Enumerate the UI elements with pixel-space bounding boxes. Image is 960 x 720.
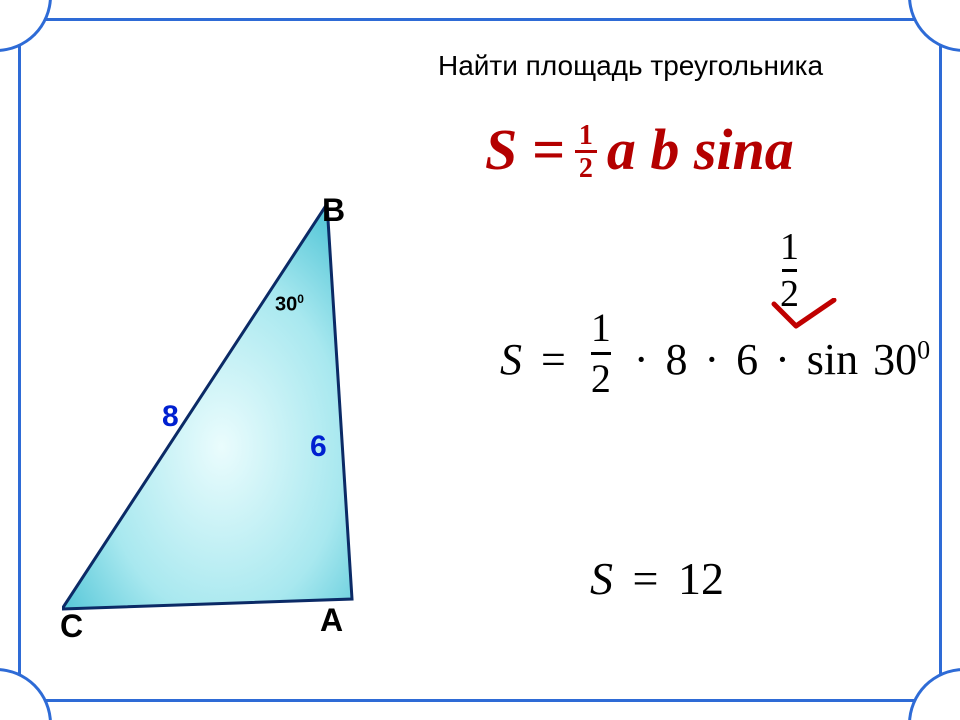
calc-frac-bar (591, 352, 611, 355)
calc-a: 8 (665, 335, 687, 384)
angle-B-value: 30 (275, 294, 297, 316)
result-S: S (590, 553, 613, 604)
result-line: S = 12 (590, 552, 724, 605)
formula-frac-den: 2 (575, 153, 597, 183)
result-val: 12 (678, 553, 724, 604)
calc-S: S (500, 335, 522, 384)
angle-B-label: 300 (275, 292, 304, 317)
frame-corner-tr (908, 0, 960, 52)
calc-angle: 30 (873, 335, 917, 384)
side-BC-label: 8 (162, 400, 179, 434)
vertex-B-label: B (322, 192, 345, 229)
calc-eq: = (533, 335, 574, 384)
result-eq: = (625, 553, 667, 604)
sin30-num: 1 (780, 228, 799, 266)
calc-b: 6 (736, 335, 758, 384)
frame-corner-br (908, 668, 960, 720)
calc-angle-sup: 0 (917, 335, 930, 364)
calc-frac-num: 1 (591, 308, 611, 348)
angle-B-sup: 0 (297, 292, 304, 306)
calc-dot3: · (769, 335, 796, 384)
side-AB-label: 6 (310, 430, 327, 464)
formula-lhs: S = (485, 117, 565, 182)
frame-corner-tl (0, 0, 52, 52)
calc-dot1: · (628, 335, 655, 384)
vertex-A-label: A (320, 602, 343, 639)
vertex-C-label: C (60, 608, 83, 645)
calc-dot2: · (698, 335, 725, 384)
triangle-figure (62, 204, 382, 634)
sin30-bar (782, 269, 797, 272)
calc-sin: sin (807, 335, 862, 384)
area-formula: S = 1 2 a b sina (485, 116, 794, 183)
calc-frac-den: 2 (591, 359, 611, 399)
problem-title: Найти площадь треугольника (438, 50, 823, 82)
formula-rhs: a b sina (607, 117, 794, 182)
frame-corner-bl (0, 668, 52, 720)
formula-frac-num: 1 (575, 122, 597, 153)
formula-fraction: 1 2 (575, 122, 597, 183)
calculation-line: S = 1 2 · 8 · 6 · sin 300 (500, 308, 930, 399)
calc-frac: 1 2 (591, 308, 611, 399)
